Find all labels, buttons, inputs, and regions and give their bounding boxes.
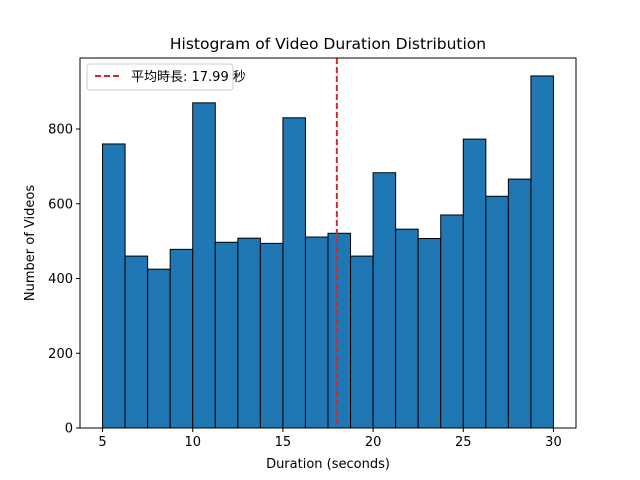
histogram-bar [147,268,171,429]
histogram-bar [440,214,464,429]
legend-box [86,63,234,91]
histogram-bar [304,236,329,429]
x-tick-label: 30 [545,435,562,450]
histogram-bar [327,232,352,429]
histogram-bar [169,248,194,429]
y-tick-label: 200 [48,347,73,362]
y-tick-label: 400 [48,272,73,287]
x-tick-label: 20 [365,435,382,450]
histogram-bar [192,102,216,429]
histogram-bar [395,228,419,429]
histogram-bar [530,75,554,429]
histogram-bar [485,195,509,429]
y-axis-label: Number of Videos [23,185,38,301]
histogram-bar [237,237,261,429]
histogram-bar [462,138,487,429]
chart-title: Histogram of Video Duration Distribution [170,35,486,53]
y-tick-label: 600 [48,197,73,212]
histogram-bar [350,255,374,429]
x-tick-label: 15 [275,435,292,450]
x-tick-label: 5 [98,435,106,450]
x-axis-ticks: 5 10 15 20 25 30 [98,428,562,450]
legend-label: 平均時長: 17.99 秒 [131,70,246,85]
histogram-bar [102,143,126,429]
y-axis-ticks: 0 200 400 600 800 [48,123,80,437]
x-tick-label: 10 [184,435,201,450]
bars-group [102,75,554,429]
legend: 平均時長: 17.99 秒 [86,63,246,91]
x-tick-label: 25 [455,435,472,450]
y-tick-label: 800 [48,123,73,138]
histogram-bar [507,178,532,429]
histogram-bar [372,172,397,429]
histogram-bar [417,238,442,429]
y-tick-label: 0 [65,422,73,437]
histogram-bar [259,242,284,429]
histogram-bar [282,117,306,429]
histogram-bar [124,255,149,429]
histogram-bar [214,241,239,429]
plot-frame [79,57,577,429]
x-axis-label: Duration (seconds) [266,457,390,472]
